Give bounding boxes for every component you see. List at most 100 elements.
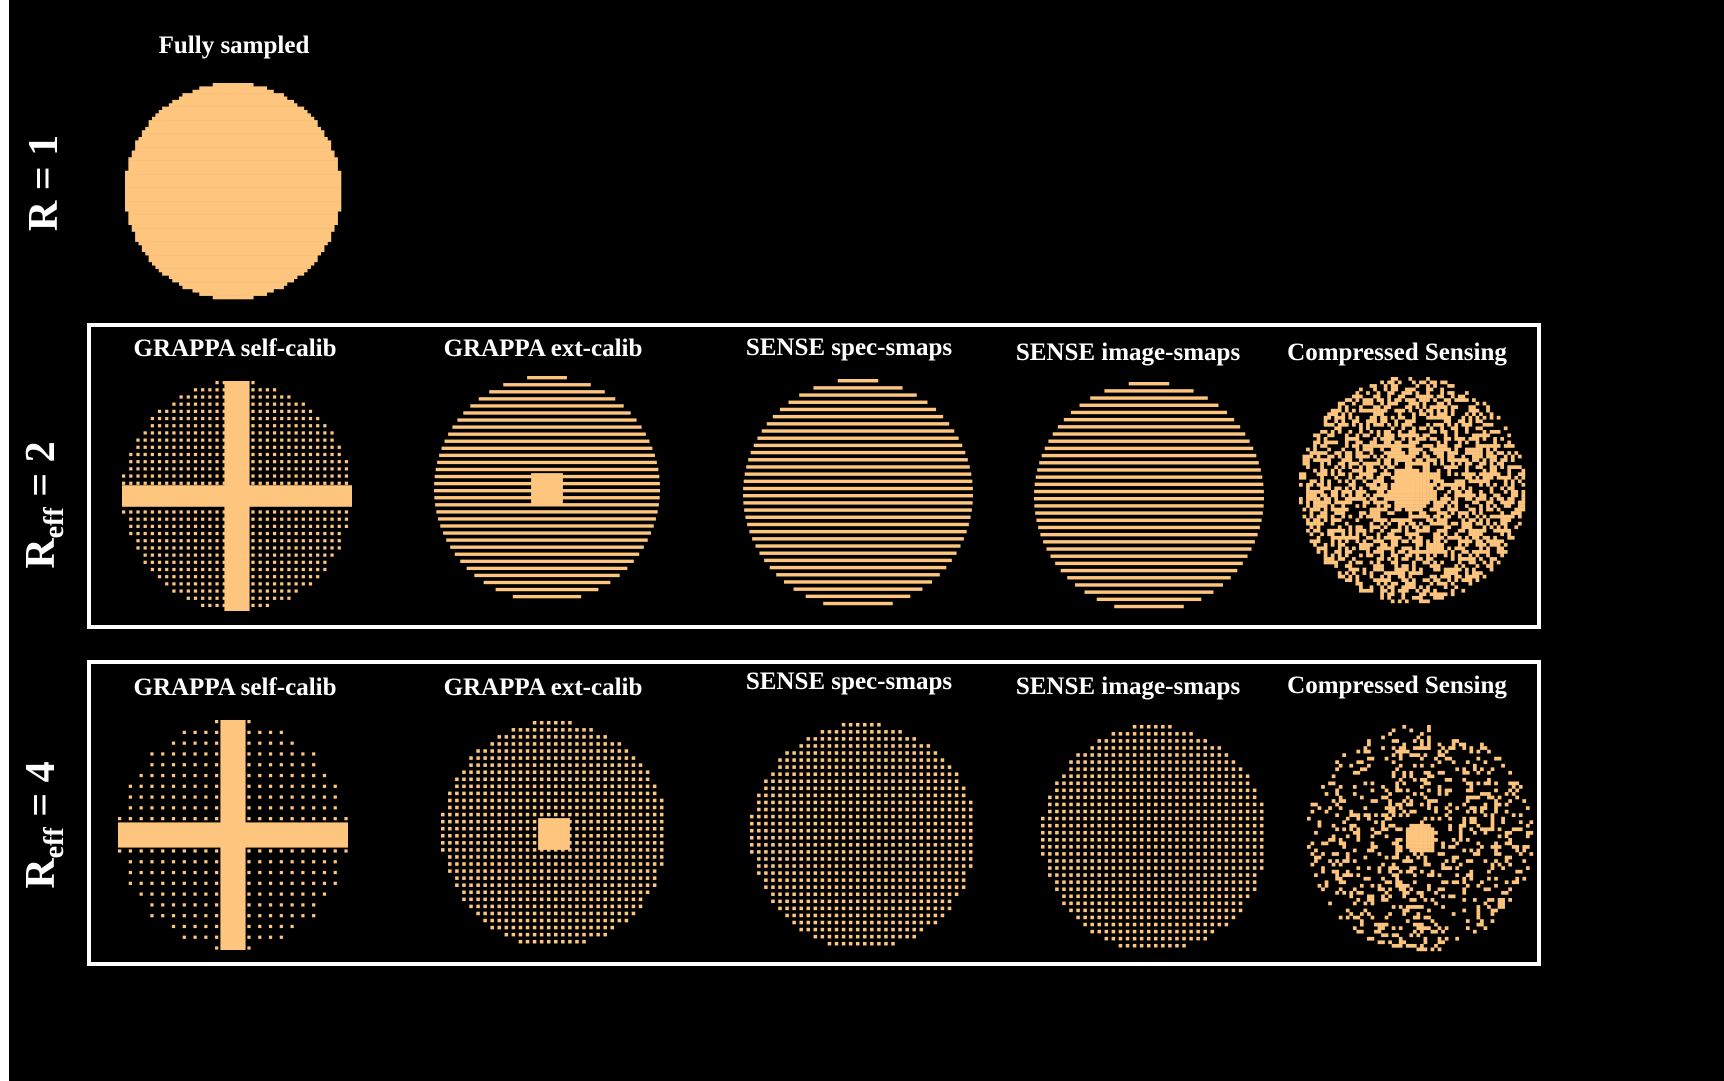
sample-dot (645, 819, 650, 824)
sample-dot (1440, 500, 1444, 505)
sample-dot (1245, 781, 1250, 786)
sample-dot (518, 904, 523, 909)
sample-dot (827, 857, 832, 861)
sample-dot (504, 932, 509, 937)
sample-dot (919, 836, 924, 840)
sample-dot (448, 819, 452, 824)
sample-dot (884, 772, 888, 776)
sample-dot (161, 784, 165, 788)
sample-dot (182, 935, 186, 939)
sample-dot (308, 452, 313, 457)
sample-dot (1376, 564, 1381, 568)
sample-dot (1344, 479, 1349, 484)
sample-dot (1482, 542, 1487, 547)
sample-line (1043, 540, 1255, 544)
sample-dot (820, 864, 825, 868)
sample-dot (1344, 578, 1349, 583)
sample-dot (820, 744, 825, 748)
sample-dot (1412, 595, 1416, 600)
sample-dot (1397, 440, 1402, 445)
sample-dot (863, 878, 867, 882)
sample-dot (961, 850, 966, 854)
sample-dot (1387, 557, 1392, 561)
sample-dot (1408, 447, 1413, 452)
sample-dot (546, 918, 551, 923)
sample-dot (954, 779, 959, 784)
sample-dot (568, 925, 572, 930)
sample-dot (1489, 465, 1494, 470)
sample-dot (1366, 426, 1370, 431)
sample-dot (1397, 482, 1402, 487)
sample-dot (1486, 433, 1490, 438)
sample-dot (157, 409, 162, 413)
sample-dot (863, 836, 867, 840)
sample-dot (1348, 497, 1353, 501)
sample-dot (268, 806, 273, 810)
sample-line (748, 458, 968, 462)
sample-dot (771, 864, 775, 868)
sample-dot (926, 807, 931, 812)
sample-dot (1320, 468, 1324, 473)
sample-dot (1404, 553, 1409, 558)
sample-dot (891, 793, 895, 798)
sample-dot (1464, 429, 1469, 434)
sample-dot (1390, 387, 1395, 392)
sample-dot (165, 546, 169, 550)
sample-dot (1426, 560, 1430, 565)
sample-dot (834, 793, 839, 798)
sample-dot (877, 758, 881, 762)
sample-dot (316, 524, 320, 528)
sample-dot (265, 424, 269, 428)
sample-line (448, 432, 646, 436)
sample-dot (855, 821, 860, 826)
sample-dot (1373, 415, 1377, 420)
sample-dot (617, 798, 622, 803)
sample-dot (624, 749, 629, 753)
sample-dot (490, 862, 494, 866)
sample-dot (870, 723, 874, 727)
sample-dot (575, 819, 579, 824)
sample-dot (1436, 451, 1441, 455)
sample-dot (947, 857, 952, 861)
sample-dot (1419, 571, 1423, 575)
sample-dot (490, 855, 494, 859)
sample-dot (1238, 809, 1243, 814)
sample-dot (1450, 426, 1455, 431)
sample-dot (1337, 415, 1342, 420)
sample-dot (603, 819, 607, 824)
sample-dot (1373, 539, 1377, 544)
sample-dot (1168, 739, 1172, 743)
sample-dot (215, 806, 219, 810)
sample-dot (165, 452, 169, 457)
sample-dot (251, 567, 255, 572)
sample-dot (201, 567, 205, 572)
sample-dot (877, 737, 881, 741)
sample-dot (554, 791, 558, 796)
disk-row (148, 258, 318, 263)
sample-dot (905, 758, 909, 762)
sample-line (1034, 482, 1264, 487)
sample-dot (469, 897, 473, 902)
sample-dot (1380, 553, 1384, 558)
sample-dot (316, 560, 320, 564)
sample-dot (912, 878, 916, 882)
sample-dot (575, 812, 579, 817)
sample-line (1075, 583, 1223, 587)
sample-dot (1146, 739, 1151, 743)
sample-dot (215, 870, 219, 875)
sample-dot (476, 869, 480, 873)
sample-dot (554, 721, 558, 725)
sample-dot (933, 800, 938, 805)
sample-dot (750, 828, 754, 833)
sample-dot (1161, 760, 1165, 764)
sample-dot (1500, 546, 1505, 551)
sample-dot (1387, 451, 1392, 455)
sample-dot (792, 800, 796, 805)
sample-dot (182, 773, 186, 778)
sample-dot (1454, 500, 1459, 505)
sample-dot (1447, 451, 1452, 455)
sample-dot (898, 737, 902, 741)
sample-dot (877, 913, 881, 918)
sample-dot (1475, 500, 1480, 505)
sample-dot (1390, 535, 1395, 540)
